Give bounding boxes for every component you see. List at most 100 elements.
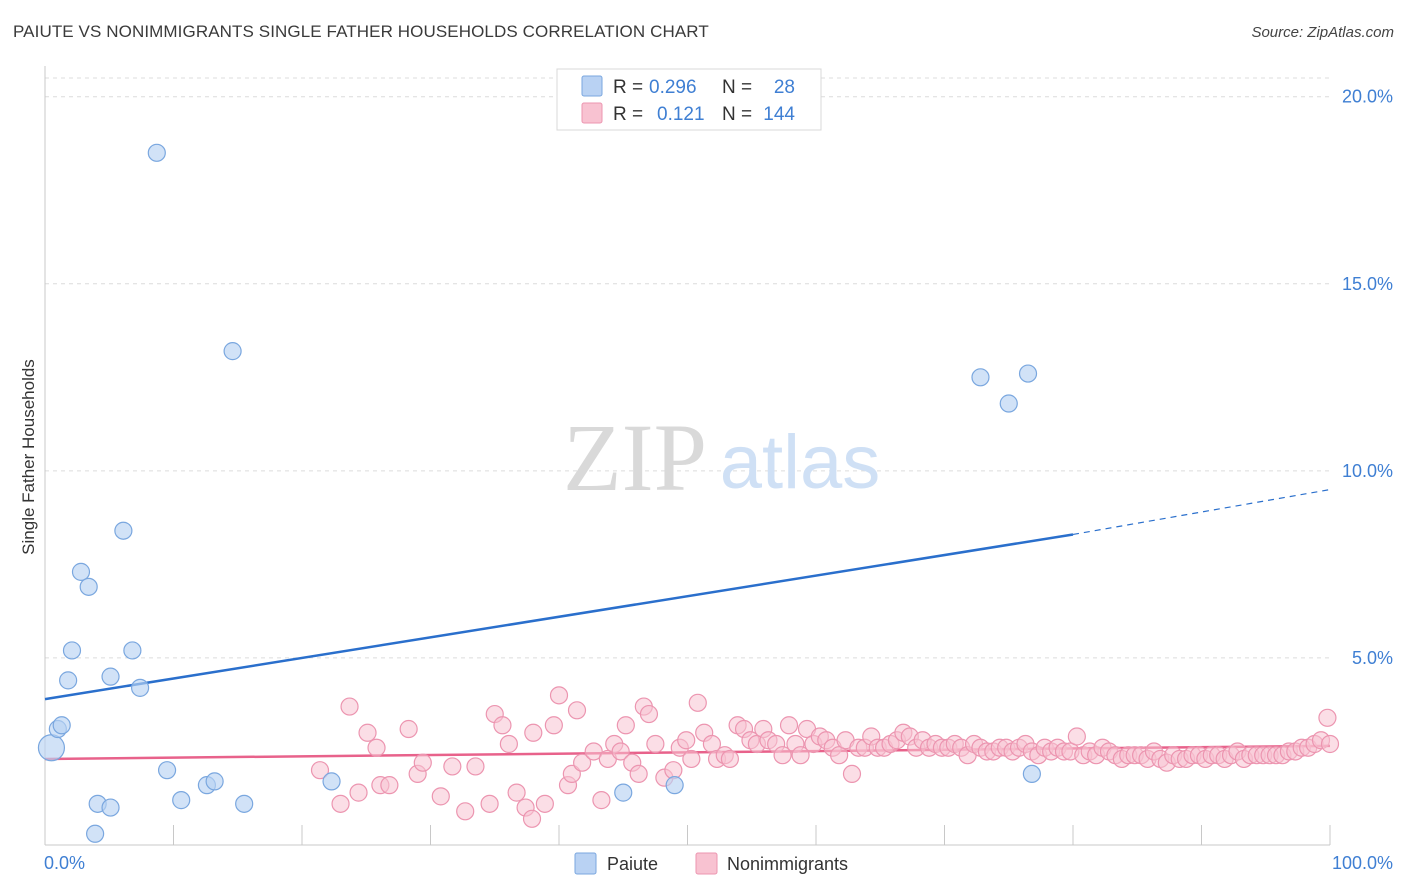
nonimmigrants-point <box>830 746 849 765</box>
y-tick-label: 10.0% <box>1342 461 1393 481</box>
nonimmigrants-point <box>1318 708 1337 727</box>
nonimmigrants-point <box>358 723 377 742</box>
nonimmigrants-point <box>773 746 792 765</box>
paiute-point <box>1018 364 1038 383</box>
x-tick-labels: 0.0% 100.0% <box>44 853 1393 873</box>
paiute-point <box>223 342 242 361</box>
nonimmigrants-point <box>340 697 359 716</box>
nonimmigrants-point <box>639 704 659 724</box>
nonimmigrants-point <box>791 746 810 765</box>
paiute-point <box>147 143 166 162</box>
nonimmigrants-point <box>466 757 485 776</box>
paiute-point <box>1022 764 1041 784</box>
paiute-point <box>101 798 120 817</box>
legend-n-label: N = <box>722 77 752 98</box>
nonimmigrants-point <box>431 787 450 806</box>
nonimmigrants-point <box>524 723 543 742</box>
legend-r-label: R = <box>613 104 643 125</box>
paiute-point <box>59 671 78 690</box>
nonimmigrants-point <box>629 764 648 784</box>
paiute-point <box>86 824 105 843</box>
nonimmigrants-point <box>456 802 475 821</box>
nonimmigrants-point <box>367 738 386 757</box>
series-legend: Paiute Nonimmigrants <box>574 852 848 875</box>
source-label: Source: ZipAtlas.com <box>1251 24 1394 41</box>
paiute-trend-extension <box>1072 488 1331 536</box>
paiute-point <box>79 577 98 596</box>
bottom-legend-paiute-swatch <box>574 852 597 875</box>
y-tick-label: 5.0% <box>1352 648 1393 668</box>
paiute-point <box>665 776 684 795</box>
bottom-legend-paiute-label: Paiute <box>607 854 658 874</box>
nonimmigrants-point <box>562 764 581 784</box>
legend-r-label: R = <box>613 77 643 98</box>
nonimmigrants-point <box>413 753 432 772</box>
nonimmigrants-point <box>779 716 799 735</box>
paiute-point <box>62 641 82 660</box>
nonimmigrants-points <box>310 686 1340 828</box>
nonimmigrants-point <box>584 742 603 761</box>
nonimmigrants-point <box>499 734 518 754</box>
x-tick-label: 100.0% <box>1332 853 1393 873</box>
nonimmigrants-point <box>842 764 862 784</box>
nonimmigrants-point <box>535 794 554 813</box>
paiute-point <box>157 761 177 780</box>
legend-n-value: 28 <box>774 77 795 98</box>
nonimmigrants-point <box>592 791 611 810</box>
paiute-point <box>205 772 224 791</box>
nonimmigrants-point <box>331 794 350 813</box>
y-tick-labels: 5.0% 10.0% 15.0% 20.0% <box>1342 87 1393 668</box>
nonimmigrants-point <box>349 783 368 802</box>
legend-r-value: 0.296 <box>649 77 697 98</box>
paiute-point <box>322 772 341 791</box>
paiute-point <box>172 791 191 810</box>
paiute-point <box>52 716 71 735</box>
x-tick-label: 0.0% <box>44 853 85 873</box>
axes <box>44 66 1331 846</box>
paiute-point <box>101 667 120 686</box>
chart-title: PAIUTE VS NONIMMIGRANTS SINGLE FATHER HO… <box>13 22 709 41</box>
correlation-legend: R = 0.296 N = 28 R = 0.121 N = 144 <box>556 68 822 131</box>
nonimmigrants-point <box>1067 727 1086 746</box>
paiute-points <box>37 143 1041 843</box>
nonimmigrants-point <box>480 794 499 813</box>
nonimmigrants-point <box>544 716 563 735</box>
paiute-point <box>130 678 150 697</box>
nonimmigrants-point <box>549 686 569 705</box>
watermark-atlas: atlas <box>720 420 881 505</box>
nonimmigrants-point <box>720 749 740 769</box>
nonimmigrants-point <box>567 701 587 720</box>
nonimmigrants-point <box>1320 734 1340 754</box>
nonimmigrants-point <box>493 716 512 735</box>
nonimmigrants-point <box>443 757 462 776</box>
paiute-point <box>37 734 66 762</box>
y-tick-label: 20.0% <box>1342 87 1393 107</box>
nonimmigrants-point <box>616 716 635 735</box>
paiute-point <box>614 783 633 802</box>
nonimmigrants-point <box>573 753 592 772</box>
bottom-legend-nonimm-label: Nonimmigrants <box>727 854 848 874</box>
gridlines <box>45 77 1330 659</box>
paiute-point <box>971 368 990 387</box>
legend-r-value: 0.121 <box>657 104 705 125</box>
paiute-point <box>999 394 1018 413</box>
paiute-point <box>235 794 254 813</box>
nonimmigrants-point <box>522 809 542 828</box>
nonimmigrants-point <box>664 761 683 780</box>
nonimmigrants-point <box>688 693 707 712</box>
nonimmigrants-point <box>399 719 418 739</box>
paiute-point <box>71 562 91 581</box>
legend-paiute-swatch <box>581 75 603 97</box>
trend-lines <box>44 488 1331 761</box>
nonimmigrants-point <box>677 731 696 750</box>
nonimmigrants-point <box>507 783 526 802</box>
y-axis-title: Single Father Households <box>19 359 38 555</box>
paiute-point <box>114 521 133 540</box>
nonimmigrants-point <box>310 761 330 780</box>
legend-nonimm-swatch <box>581 102 603 124</box>
nonimmigrants-point <box>646 734 665 754</box>
bottom-legend-nonimm-swatch <box>695 852 718 875</box>
nonimmigrants-point <box>611 742 630 761</box>
nonimmigrants-point <box>380 776 399 795</box>
